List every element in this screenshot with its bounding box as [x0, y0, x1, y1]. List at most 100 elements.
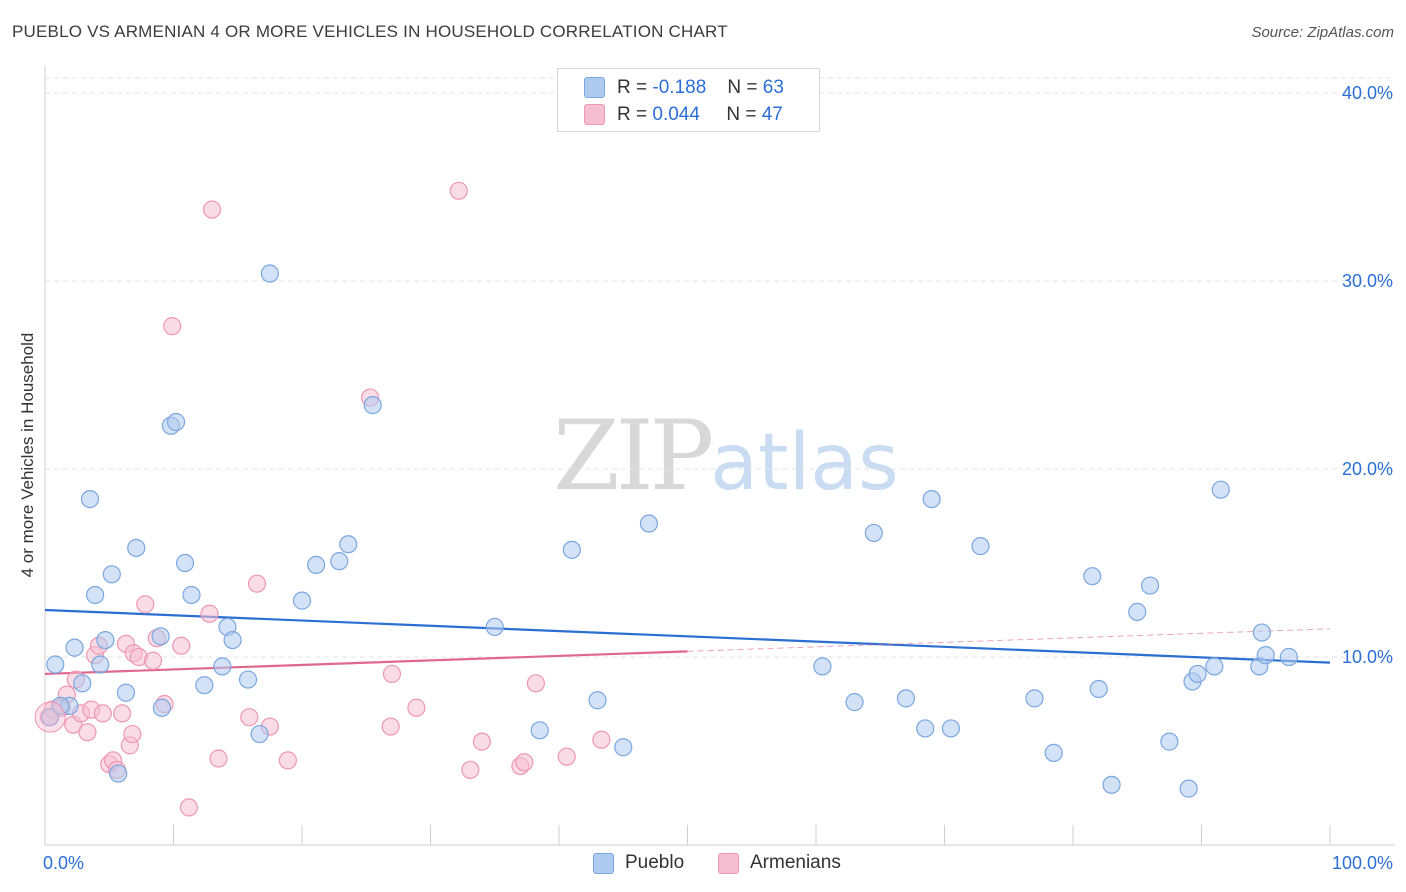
pueblo-point — [916, 719, 935, 738]
pueblo-point — [250, 724, 269, 744]
legend-label-armenians: Armenians — [750, 852, 841, 873]
pueblo-point — [1205, 657, 1224, 676]
pueblo-point — [292, 591, 312, 610]
pueblo-point — [1025, 689, 1044, 708]
pueblo-point — [46, 655, 65, 674]
y-axis-label: 4 or more Vehicles in Household — [18, 332, 37, 578]
pueblo-point — [941, 719, 961, 738]
legend-label-pueblo: Pueblo — [625, 852, 685, 873]
r-label: R = — [617, 104, 648, 125]
pueblo-point — [530, 721, 549, 740]
r-label: R = — [617, 77, 648, 98]
correlation-legend: R = -0.188 N = 63 R = 0.044 N = 47 — [557, 68, 820, 132]
pueblo-point — [166, 412, 186, 432]
pueblo-point — [96, 630, 115, 650]
armenians-point — [557, 747, 576, 766]
x-tick-label-min: 0.0% — [43, 853, 84, 873]
armenians-cluster-point — [34, 701, 66, 733]
pueblo-point — [1188, 664, 1207, 684]
chart-title: PUEBLO VS ARMENIAN 4 OR MORE VEHICLES IN… — [12, 22, 728, 41]
armenians-point — [240, 708, 259, 727]
armenians-point — [179, 798, 199, 817]
armenians-point — [461, 760, 480, 779]
armenians-point — [407, 698, 426, 717]
pueblo-swatch — [593, 853, 614, 874]
pueblo-point — [1252, 623, 1271, 642]
pueblo-point — [1102, 775, 1121, 794]
pueblo-point — [223, 630, 242, 650]
armenians-point — [136, 595, 155, 614]
pueblo-point — [330, 552, 349, 571]
pueblo-point — [73, 674, 92, 693]
pueblo-point — [86, 585, 105, 605]
watermark-atlas: atlas — [710, 418, 899, 508]
pueblo-point — [363, 396, 382, 415]
y-axis-label-wrap: 4 or more Vehicles in Household — [0, 300, 56, 610]
armenians-point — [209, 749, 228, 768]
armenians-point — [247, 574, 267, 593]
armenians-point — [381, 717, 400, 736]
armenians-point — [472, 732, 491, 751]
pueblo-point — [562, 540, 581, 559]
pueblo-point — [80, 489, 100, 509]
pueblo-point — [922, 489, 941, 509]
pueblo-point — [127, 538, 146, 558]
pueblo-point — [195, 676, 214, 695]
pueblo-point — [102, 565, 121, 584]
armenians-point — [278, 751, 297, 770]
pueblo-point — [639, 514, 659, 533]
pueblo-point — [588, 691, 607, 710]
pueblo-point — [1179, 779, 1198, 798]
y-tick-label: 40.0% — [1342, 83, 1393, 103]
pueblo-point — [1044, 743, 1063, 762]
trend-line-pueblo — [44, 608, 1331, 664]
n-value: 47 — [761, 104, 783, 125]
pueblo-point — [307, 555, 326, 574]
armenians-swatch — [718, 853, 739, 874]
watermark: ZIPatlas — [553, 400, 899, 512]
armenians-point — [382, 664, 402, 684]
pueblo-point — [41, 708, 60, 727]
trend-line-extension-armenians — [687, 628, 1331, 652]
armenians-point — [163, 317, 182, 336]
armenians-point — [123, 724, 142, 744]
r-value: -0.188 — [652, 77, 707, 98]
armenians-point — [143, 651, 163, 670]
trend-line-armenians — [44, 650, 688, 676]
grid-lines — [45, 77, 1395, 658]
armenians-point — [200, 604, 219, 623]
n-label: N = — [726, 104, 757, 125]
n-value: 63 — [762, 77, 784, 98]
pueblo-point — [1089, 679, 1108, 699]
pueblo-point — [109, 764, 128, 783]
tick-labels: 10.0% 20.0% 30.0% 40.0% 0.0% 100.0% — [43, 83, 1393, 873]
armenians-point — [172, 636, 191, 655]
pueblo-point — [116, 683, 136, 702]
pueblo-point — [91, 655, 110, 674]
pueblo-point — [339, 535, 358, 554]
x-tick-label-max: 100.0% — [1332, 853, 1393, 873]
pueblo-point — [182, 585, 201, 605]
watermark-zip: ZIP — [553, 400, 714, 512]
armenians-point — [202, 200, 222, 219]
armenians-swatch — [584, 104, 605, 125]
armenians-point — [526, 674, 545, 693]
trend-lines — [44, 608, 1331, 676]
pueblo-point — [813, 657, 832, 676]
pueblo-point — [65, 638, 84, 657]
pueblo-point — [614, 738, 633, 757]
y-tick-label: 30.0% — [1342, 271, 1393, 291]
pueblo-point — [151, 627, 170, 646]
y-tick-label: 20.0% — [1342, 459, 1393, 479]
pueblo-point — [971, 536, 990, 556]
pueblo-point — [864, 523, 883, 543]
pueblo-point — [1256, 646, 1275, 665]
pueblo-point — [1279, 647, 1298, 667]
pueblo-point — [175, 553, 195, 573]
axes — [44, 66, 1395, 846]
pueblo-point — [845, 693, 864, 712]
armenians-point — [449, 181, 468, 200]
r-value: 0.044 — [652, 104, 700, 125]
pueblo-point — [485, 617, 504, 637]
